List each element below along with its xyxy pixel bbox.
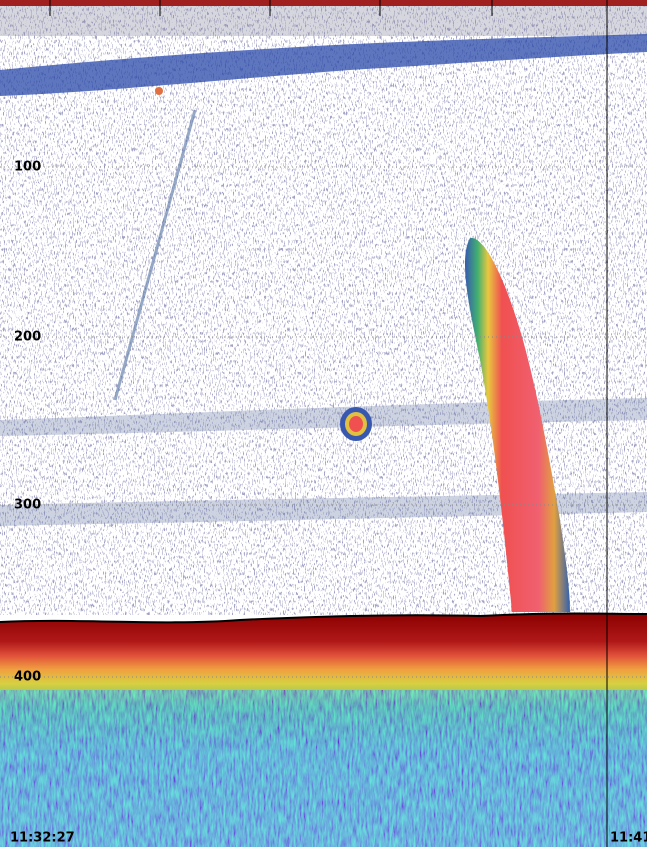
scatter-layer [0, 34, 647, 96]
scatter-layer [0, 398, 647, 436]
depth-label: 400 [14, 670, 41, 685]
bottom-line [0, 612, 647, 624]
scatter-layer [0, 492, 647, 526]
time-label: 11:41 [610, 831, 647, 846]
surface-line [0, 0, 647, 6]
plume [464, 237, 570, 612]
depth-label: 100 [14, 160, 41, 175]
target [155, 87, 163, 95]
surface-band [0, 6, 647, 36]
target-trace [113, 109, 197, 401]
depth-label: 300 [14, 498, 41, 513]
fish-school [349, 416, 363, 432]
time-ticks [49, 0, 608, 847]
depth-label: 200 [14, 330, 41, 345]
seabed-noise [0, 690, 647, 847]
time-label: 11:32:27 [10, 831, 75, 846]
